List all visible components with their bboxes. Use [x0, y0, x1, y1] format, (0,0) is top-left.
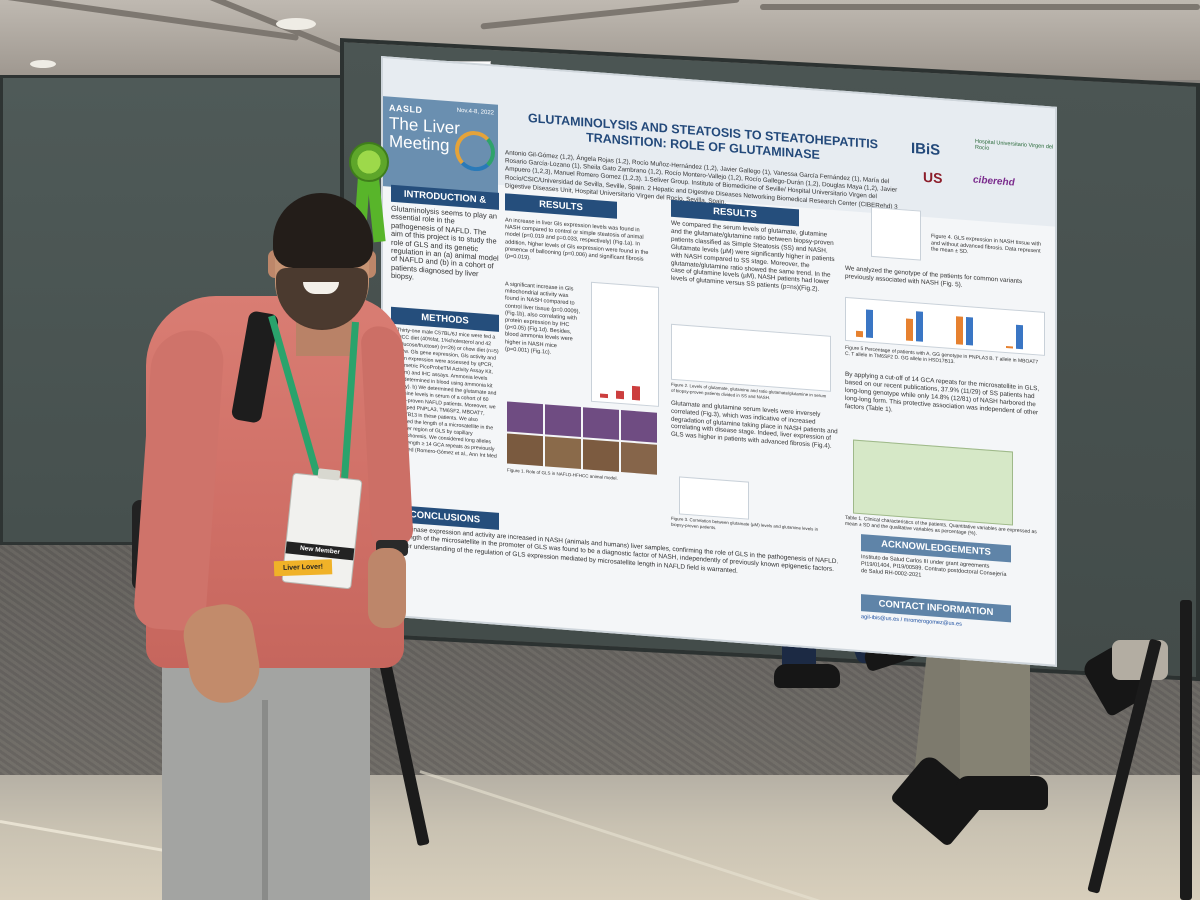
trouser-seam: [262, 700, 268, 900]
award-rosette-icon: [349, 142, 389, 182]
ceiling-light: [276, 18, 316, 30]
cutoff-text: By applying a cut-off of 14 GCA repeats …: [845, 370, 1040, 417]
results-text-3: Glutamate and glutamine serum levels wer…: [671, 399, 838, 451]
ceiling-truss: [760, 4, 1200, 10]
results-text-1b: A significant increase in Gls mitochondr…: [505, 281, 581, 356]
research-poster: AASLD The Liver Meeting Nov.4-8, 2022 GL…: [381, 56, 1057, 667]
ceiling-light: [30, 60, 56, 68]
conclusions-text: Glutaminase expression and activity are …: [391, 524, 839, 575]
histology-image: [583, 439, 619, 472]
hospital-logo: Hospital Universitario Virgen del Rocío: [975, 138, 1054, 152]
fig5-bar: [906, 318, 913, 342]
name-badge: New Member Liver Lover!: [273, 468, 363, 590]
histology-image: [621, 442, 657, 475]
figure-4-caption: Figure 4. GLS expression in NASH tissue …: [931, 233, 1041, 256]
fig5-bar: [856, 330, 863, 338]
bystander-leg: [960, 640, 1030, 790]
fig5-bar: [1016, 324, 1023, 350]
ibis-logo: IBiS: [911, 139, 941, 160]
histology-image: [545, 404, 581, 438]
histology-image: [621, 410, 657, 443]
fig5-bar: [866, 309, 873, 338]
bystander-shoe: [774, 664, 840, 688]
fig1-bar: [632, 385, 640, 401]
histology-image: [507, 433, 543, 467]
fig1-bar: [600, 393, 608, 399]
right-hand: [368, 548, 406, 628]
fig5-bar: [1006, 345, 1013, 349]
fig5-bar: [916, 311, 923, 342]
results-text-2: We compared the serum levels of glutamat…: [671, 219, 835, 294]
table-1-clinical: [853, 439, 1013, 526]
histology-image: [507, 401, 543, 435]
histology-image: [583, 407, 619, 440]
figure-3-scatter-plot: [679, 476, 749, 520]
ciberehd-logo: ciberehd: [973, 174, 1015, 189]
badge-clip: [317, 468, 341, 481]
badge-liver-lover-sticker: Liver Lover!: [273, 559, 333, 577]
fig5-bar: [956, 316, 963, 345]
figure-4-bar-chart: [871, 206, 921, 261]
figure-1-bar-charts: [591, 281, 659, 407]
fig5-bar: [966, 316, 973, 346]
bystander-shoe: [956, 776, 1048, 810]
us-logo: US: [923, 168, 943, 187]
fig1-bar: [616, 390, 624, 400]
figure-2-violin-plots: [671, 323, 831, 392]
badge-new-member: New Member: [285, 541, 355, 561]
aasld-logo: AASLD The Liver Meeting Nov.4-8, 2022: [383, 96, 498, 195]
histology-image: [545, 436, 581, 470]
figure-3-caption: Figure 3. Correlation between glutamate …: [671, 515, 819, 532]
figure-1-caption: Figure 1. Role of GLS in NAFLD-HFHCC ani…: [507, 467, 618, 481]
easel-leg: [1180, 600, 1192, 900]
smile: [303, 282, 339, 294]
intro-text: Glutaminolysis seems to play an essentia…: [391, 204, 499, 282]
results-text-1: An increase in liver Gls expression leve…: [505, 217, 649, 263]
